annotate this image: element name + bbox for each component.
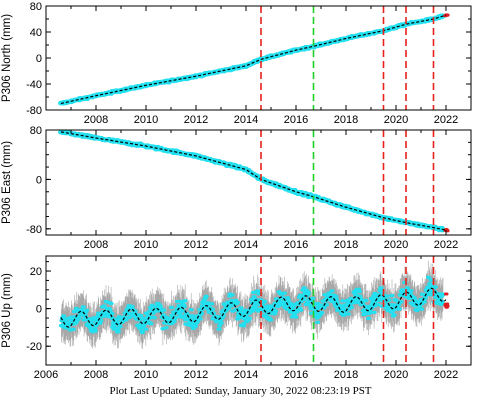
x-tick-label: 2018 bbox=[334, 369, 358, 381]
panel-frame bbox=[45, 129, 472, 236]
x-tick-label: 2020 bbox=[384, 369, 408, 381]
data-series bbox=[58, 13, 447, 106]
footer-label: Plot Last Updated: bbox=[109, 385, 192, 397]
y-tick-label: -80 bbox=[26, 224, 42, 236]
plot-area bbox=[58, 260, 450, 350]
panel-1: 2008 2010 2012 2014 2016 2018 2020 2022 -80 -40 0 4… bbox=[1, 1, 472, 126]
plot-area bbox=[58, 13, 450, 106]
y-tick-label: -20 bbox=[26, 341, 42, 353]
y-axis-label: P306 East (mm) bbox=[1, 141, 13, 224]
y-tick-label: 0 bbox=[36, 304, 42, 316]
model-line bbox=[60, 131, 447, 231]
y-tick-label: 80 bbox=[30, 1, 42, 13]
y-axis-label: P306 Up (mm) bbox=[1, 273, 13, 348]
x-tick-label: 2016 bbox=[284, 239, 308, 251]
x-tick-label: 2014 bbox=[234, 369, 258, 381]
footer-date: Sunday, January 30, 2022 08:23:19 PST bbox=[194, 385, 372, 397]
y-tick-label: -40 bbox=[26, 79, 42, 91]
y-tick-label: 40 bbox=[30, 27, 42, 39]
y-axis-label: P306 North (mm) bbox=[1, 14, 13, 102]
y-tick-label: 80 bbox=[30, 125, 42, 137]
panel-frame bbox=[45, 255, 472, 366]
x-tick-label: 2008 bbox=[84, 369, 108, 381]
x-tick-label: 2022 bbox=[434, 114, 458, 126]
x-tick-label: 2012 bbox=[184, 369, 208, 381]
x-tick-label: 2018 bbox=[334, 114, 358, 126]
x-tick-label: 2010 bbox=[134, 114, 158, 126]
x-tick-label: 2020 bbox=[384, 239, 408, 251]
plot-updated-footer: Plot Last Updated: Sunday, January 30, 2… bbox=[0, 385, 481, 397]
x-tick-label: 2014 bbox=[234, 239, 258, 251]
x-tick-label: 2022 bbox=[434, 239, 458, 251]
x-tick-label: 2014 bbox=[234, 114, 258, 126]
panel-3: 2006 2008 2010 2012 2014 2016 2018 2020 2022 -20 0… bbox=[1, 255, 472, 381]
x-tick-label: 2016 bbox=[284, 114, 308, 126]
model-line bbox=[60, 14, 447, 105]
x-tick-label: 2016 bbox=[284, 369, 308, 381]
x-tick-label: 2020 bbox=[384, 114, 408, 126]
y-tick-label: 0 bbox=[36, 53, 42, 65]
x-tick-label: 2006 bbox=[34, 369, 58, 381]
y-tick-label: 0 bbox=[36, 174, 42, 186]
x-tick-label: 2010 bbox=[134, 239, 158, 251]
x-tick-label: 2008 bbox=[84, 114, 108, 126]
x-tick-label: 2012 bbox=[184, 114, 208, 126]
y-tick-label: 20 bbox=[30, 266, 42, 278]
x-tick-label: 2008 bbox=[84, 239, 108, 251]
x-tick-label: 2010 bbox=[134, 369, 158, 381]
x-tick-label: 2012 bbox=[184, 239, 208, 251]
y-tick-label: -80 bbox=[26, 105, 42, 117]
x-tick-label: 2022 bbox=[434, 369, 458, 381]
plot-area bbox=[58, 130, 450, 233]
x-tick-label: 2018 bbox=[334, 239, 358, 251]
panel-2: 2008 2010 2012 2014 2016 2018 2020 2022 -80 0 80 P3… bbox=[1, 125, 472, 251]
data-series bbox=[58, 130, 447, 233]
recent-points bbox=[443, 292, 450, 309]
